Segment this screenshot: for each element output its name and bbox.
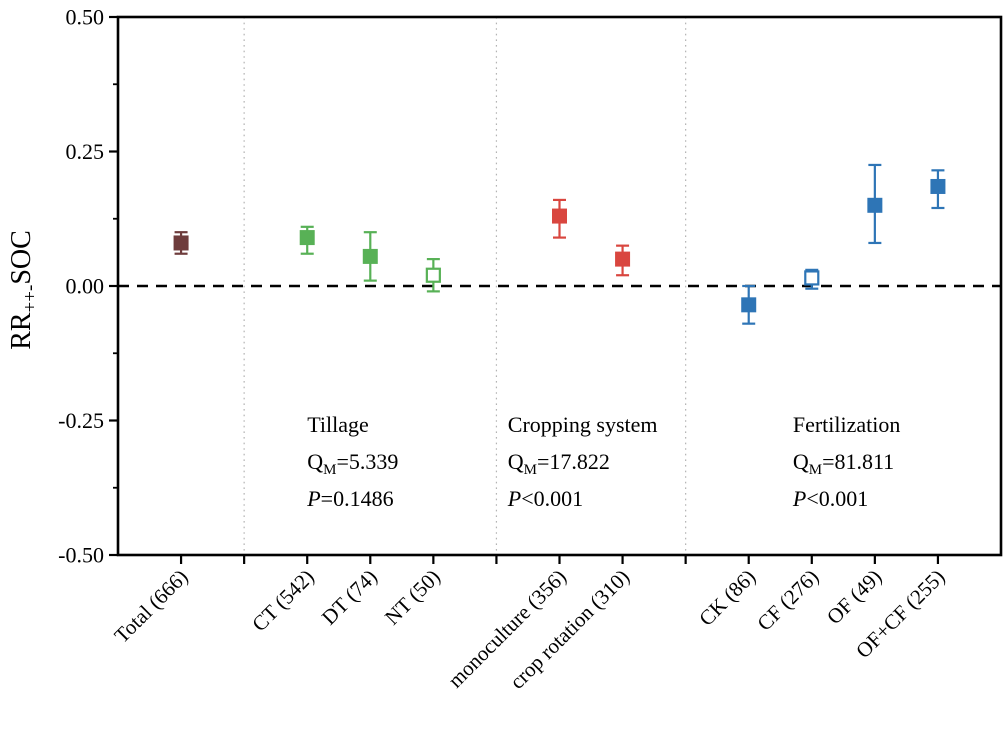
mean-marker (552, 208, 567, 224)
data-point-of-49 (867, 163, 883, 245)
y-tick-label: 0.25 (66, 139, 105, 164)
mean-marker (615, 251, 631, 267)
annotation-cropping-system: Cropping system QM=17.822 P<0.001 (507, 412, 658, 511)
annotation-qm: QM=81.811 (793, 449, 894, 478)
mean-marker-open (425, 267, 441, 283)
mean-marker (741, 297, 757, 313)
annotation-tillage: Tillage QM=5.339 P=0.1486 (306, 412, 398, 511)
data-point-crop-rotation-310 (615, 244, 631, 277)
data-point-ck-86 (741, 284, 757, 325)
annotation-p: P<0.001 (507, 486, 583, 511)
y-axis-label: RR++-SOC (6, 230, 41, 350)
mean-marker (867, 197, 883, 213)
annotation-qm: QM=17.822 (508, 449, 610, 478)
y-tick-label: -0.50 (58, 543, 104, 568)
annotation-p: P<0.001 (792, 486, 868, 511)
annotation-p: P=0.1486 (306, 486, 393, 511)
data-point-total-666 (173, 231, 189, 255)
mean-marker-open (804, 270, 820, 286)
mean-marker (173, 235, 189, 251)
annotation-title: Tillage (307, 412, 369, 437)
annotation-qm: QM=5.339 (307, 449, 398, 478)
annotation-fertilization: Fertilization QM=81.811 P<0.001 (792, 412, 901, 511)
data-point-nt-50 (425, 258, 441, 293)
y-tick-label: 0.00 (66, 274, 105, 299)
annotation-title: Cropping system (508, 412, 658, 437)
mean-marker (299, 230, 315, 246)
mean-marker (362, 248, 378, 264)
y-tick-label: 0.50 (66, 5, 105, 30)
data-point-dt-74 (362, 231, 378, 282)
mean-marker (930, 178, 946, 194)
data-point-monoculture-356 (552, 198, 567, 239)
y-tick-label: -0.25 (58, 408, 104, 433)
data-point-of-cf-255 (930, 169, 946, 210)
data-point-cf-276 (804, 268, 820, 290)
annotation-title: Fertilization (793, 412, 901, 437)
data-point-ct-542 (299, 225, 315, 255)
